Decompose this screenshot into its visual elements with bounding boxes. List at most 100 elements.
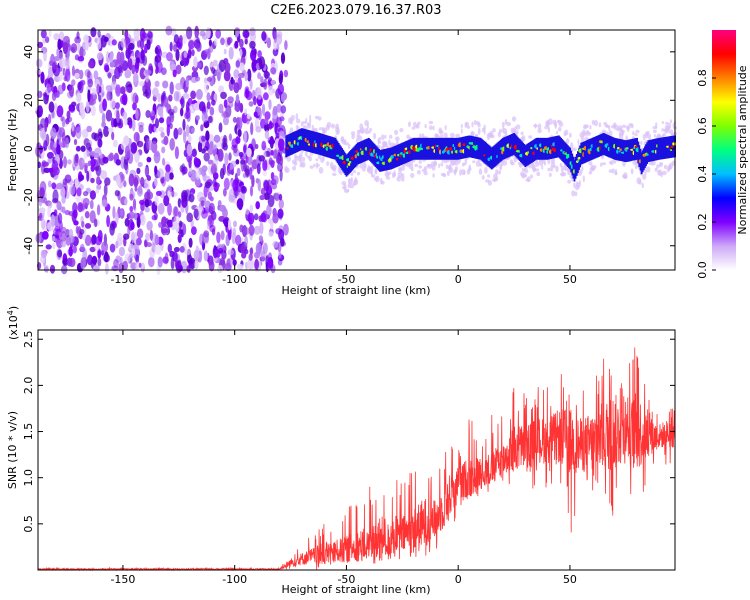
noise-blob: [239, 62, 245, 72]
signal-core-segment: [479, 137, 482, 160]
signal-halo-blob: [582, 131, 586, 137]
signal-core-segment: [673, 135, 675, 158]
noise-blob: [277, 241, 282, 253]
signal-halo-blob: [460, 123, 463, 129]
noise-blob: [138, 262, 142, 268]
noise-blob: [54, 102, 58, 112]
signal-halo-blob: [571, 147, 577, 152]
signal-core-segment: [580, 142, 583, 165]
signal-halo-blob: [309, 165, 314, 169]
noise-blob: [272, 105, 278, 116]
noise-blob: [128, 42, 135, 51]
noise-blob: [137, 161, 143, 168]
snr-y-multiplier: (x104): [6, 306, 20, 340]
noise-blob: [161, 216, 168, 227]
signal-core-segment: [518, 139, 521, 161]
signal-core-segment: [456, 137, 459, 160]
noise-blob: [74, 177, 79, 189]
noise-blob: [244, 248, 249, 255]
signal-halo-blob: [481, 175, 485, 180]
noise-blob: [151, 215, 157, 221]
signal-core-segment: [520, 140, 522, 163]
noise-blob: [97, 258, 102, 267]
noise-blob: [247, 68, 252, 82]
noise-blob: [44, 121, 48, 133]
signal-core-segment: [311, 130, 313, 153]
noise-blob: [257, 178, 261, 192]
noise-blob: [228, 218, 231, 231]
signal-halo-blob: [410, 166, 414, 172]
noise-blob: [248, 224, 255, 236]
noise-blob: [223, 48, 227, 55]
signal-halo-blob: [506, 121, 512, 127]
signal-halo-blob: [570, 142, 574, 149]
signal-halo-blob: [661, 121, 665, 124]
noise-blob: [222, 137, 227, 144]
noise-blob: [186, 212, 193, 223]
noise-blob: [169, 81, 174, 95]
signal-halo-blob: [513, 156, 518, 163]
signal-halo-blob: [286, 155, 291, 162]
signal-halo-blob: [632, 131, 635, 136]
noise-blob: [185, 77, 189, 88]
noise-blob: [154, 234, 160, 246]
noise-blob: [103, 183, 108, 197]
noise-blob: [157, 106, 164, 117]
signal-halo-blob: [415, 125, 420, 129]
signal-halo-blob: [301, 156, 306, 162]
noise-blob: [185, 107, 191, 119]
noise-blob: [144, 166, 149, 176]
snr-y-tick-label: 0.5: [22, 515, 35, 533]
noise-blob: [90, 236, 95, 246]
noise-blob: [155, 118, 159, 129]
noise-blob: [155, 190, 162, 197]
noise-blob: [236, 198, 244, 210]
noise-blob: [101, 241, 109, 253]
noise-blob: [154, 55, 159, 68]
signal-core-segment: [517, 137, 520, 160]
noise-blob: [223, 99, 228, 109]
colorbar-tick-label: 0.0: [696, 261, 709, 279]
signal-halo-blob: [309, 119, 312, 123]
noise-blob: [254, 143, 259, 150]
noise-blob: [78, 69, 84, 80]
signal-halo-blob: [352, 169, 357, 174]
signal-core-segment: [379, 150, 381, 172]
signal-halo-blob: [533, 124, 538, 128]
noise-blob: [35, 58, 43, 68]
noise-blob: [248, 101, 254, 107]
noise-blob: [238, 151, 244, 158]
signal-core-segment: [488, 145, 491, 168]
signal-core-segment: [399, 143, 402, 166]
noise-blob: [171, 190, 175, 198]
noise-blob: [86, 170, 90, 182]
spectrogram-y-tick-label: -40: [22, 237, 35, 255]
noise-blob: [157, 93, 161, 103]
signal-halo-blob: [518, 162, 523, 168]
signal-core-segment: [569, 147, 571, 170]
signal-core-segment: [602, 133, 605, 155]
noise-blob: [195, 169, 201, 180]
signal-halo-blob: [640, 140, 643, 145]
signal-core-segment: [603, 133, 606, 156]
noise-blob: [147, 30, 153, 39]
noise-blob: [219, 257, 226, 266]
noise-blob: [121, 93, 128, 106]
noise-blob: [228, 152, 232, 161]
noise-blob: [184, 248, 191, 256]
noise-blob: [55, 182, 63, 190]
signal-halo-blob: [416, 170, 421, 175]
signal-halo-blob: [450, 132, 455, 138]
noise-blob: [52, 60, 58, 70]
signal-halo-blob: [356, 171, 361, 176]
signal-halo-blob: [406, 134, 410, 140]
signal-core-segment: [395, 145, 398, 167]
signal-core-segment: [591, 137, 594, 160]
noise-blob: [97, 128, 103, 141]
signal-halo-blob: [653, 134, 657, 138]
signal-core-segment: [532, 140, 535, 162]
noise-blob: [100, 83, 105, 94]
noise-blob: [144, 69, 152, 75]
noise-blob: [239, 48, 243, 58]
noise-blob: [94, 243, 101, 251]
